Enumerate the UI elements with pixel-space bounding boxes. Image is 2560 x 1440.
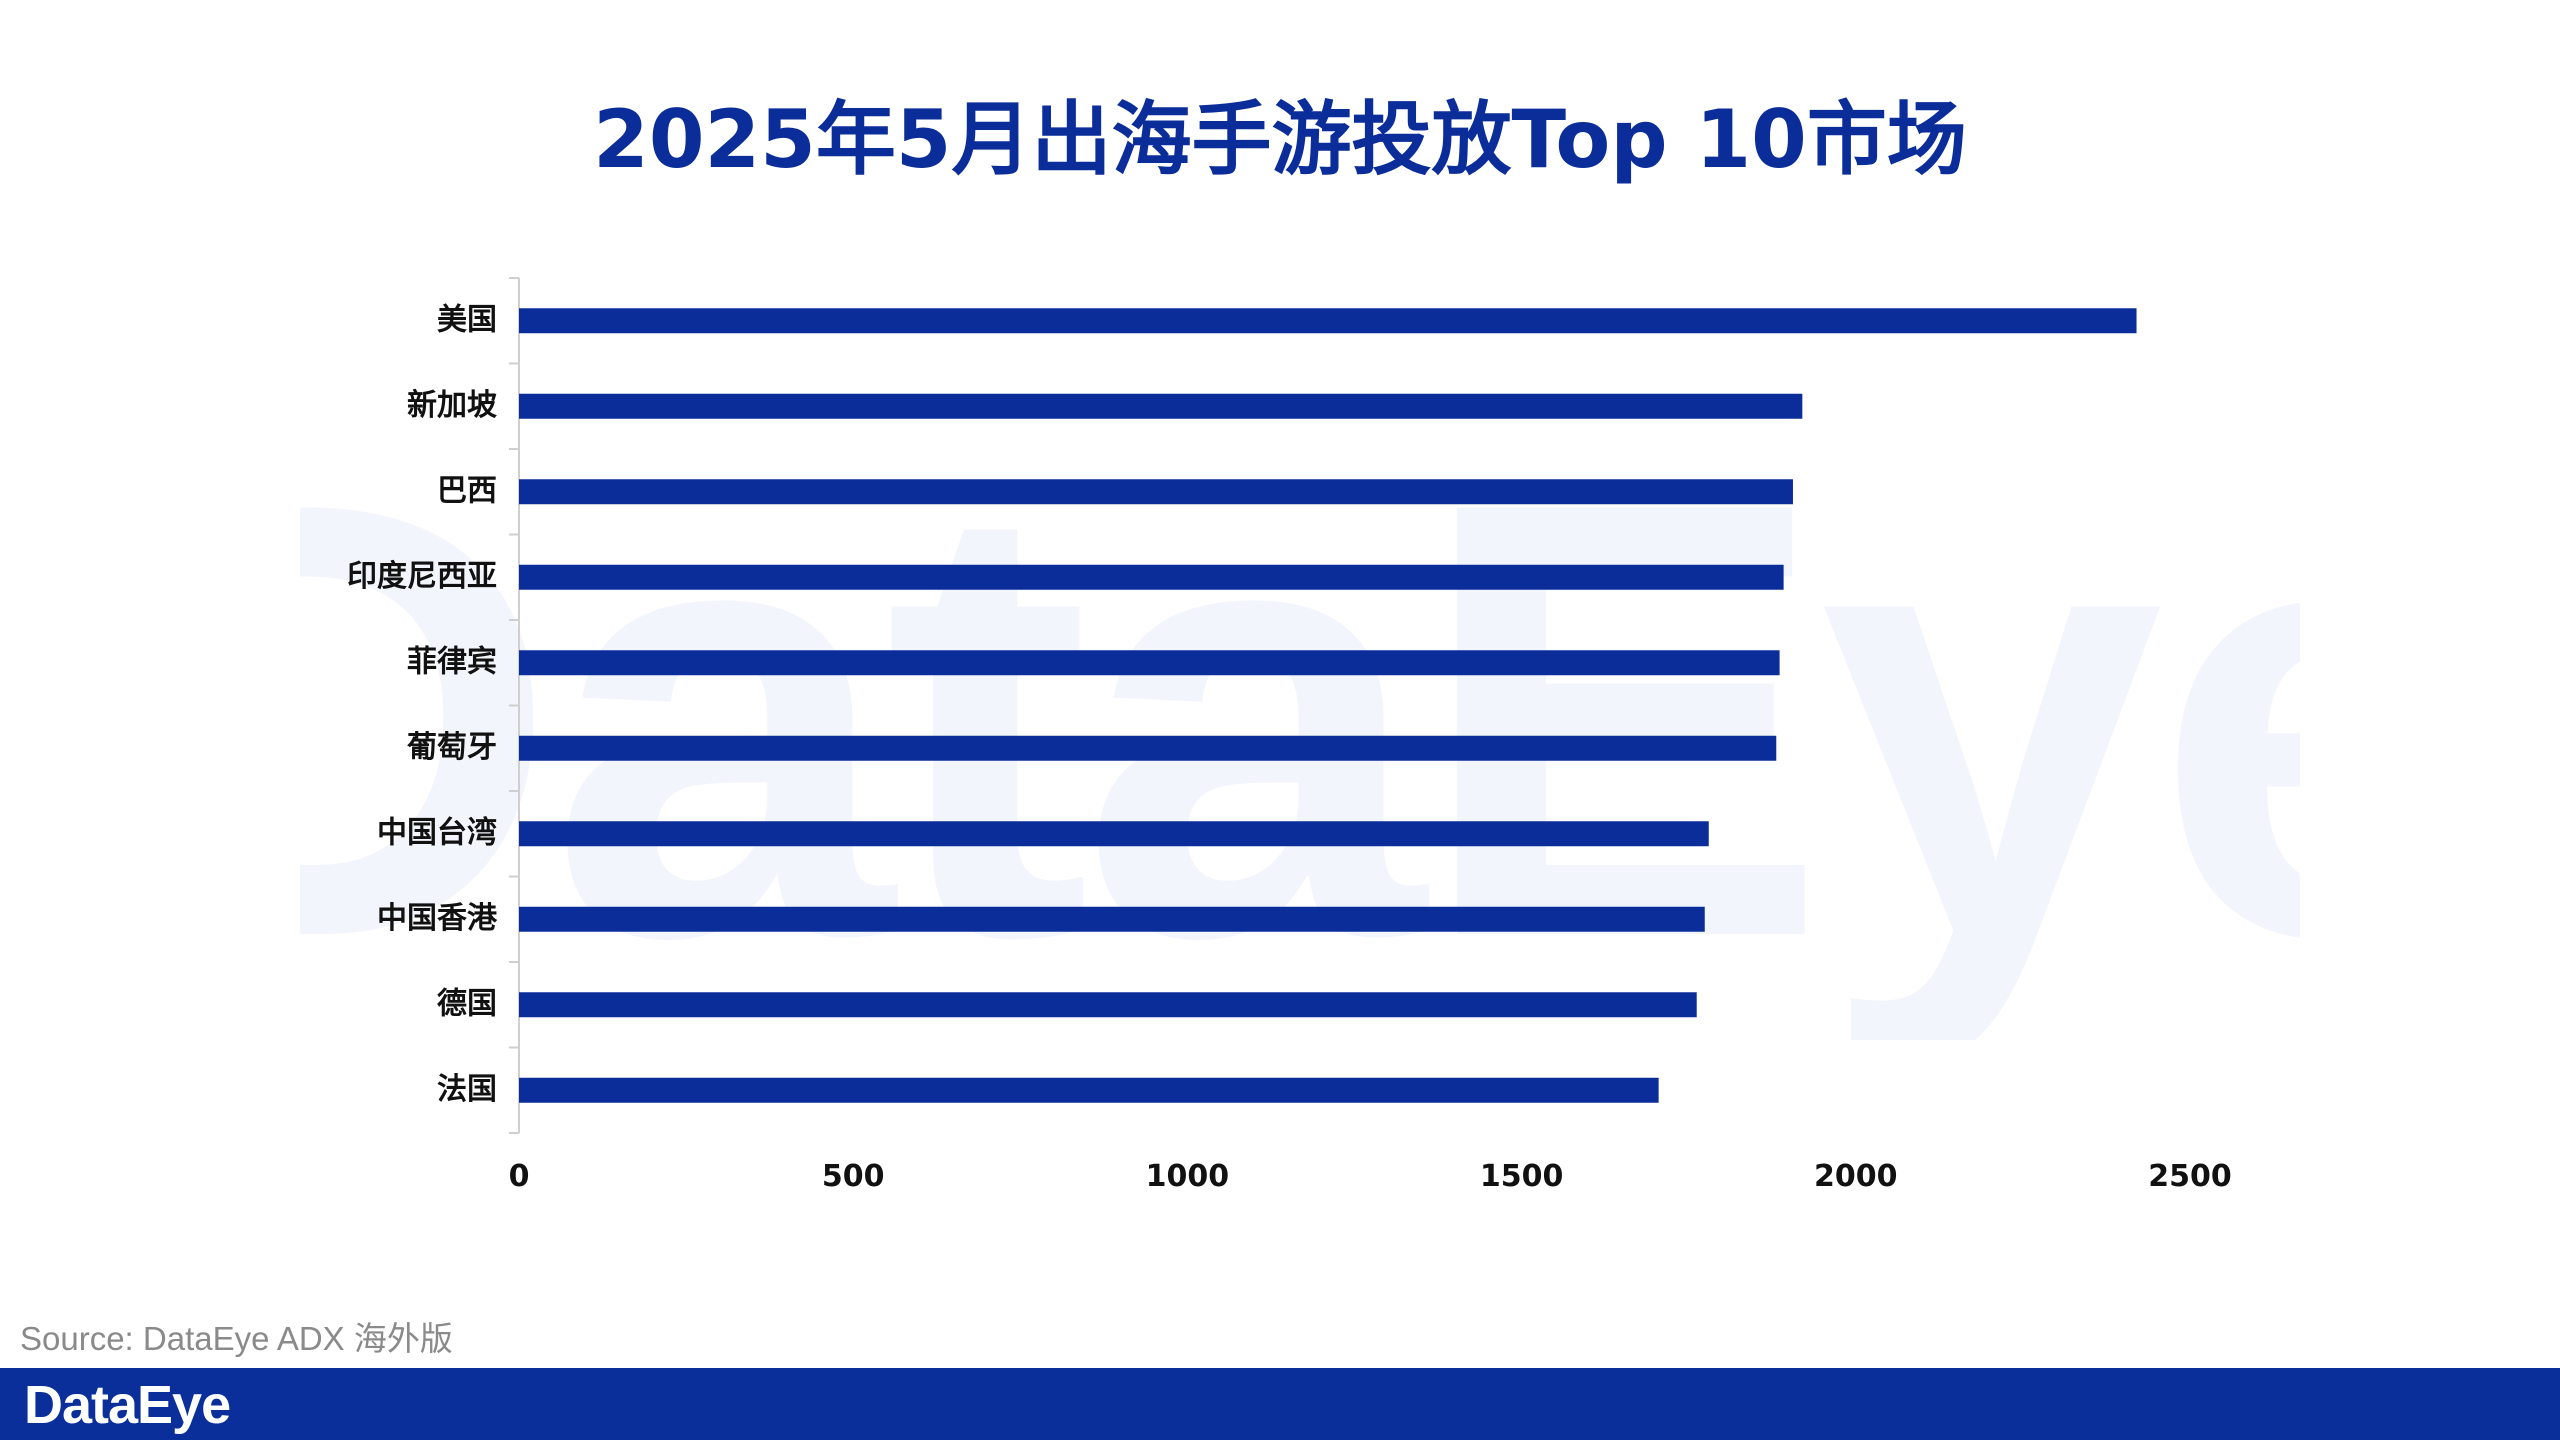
watermark-logo: DataEye (300, 400, 2300, 1040)
footer-bar: DataEye (0, 1368, 2560, 1440)
bar (519, 393, 1803, 419)
bar (519, 735, 1777, 761)
category-label: 菲律宾 (407, 644, 497, 679)
category-label: 新加坡 (407, 388, 497, 423)
x-tick-label: 1500 (1480, 1159, 1564, 1194)
bar (519, 1077, 1659, 1103)
bar (519, 821, 1709, 847)
category-label: 法国 (437, 1072, 497, 1107)
category-label: 印度尼西亚 (347, 559, 497, 594)
x-tick-label: 2000 (1814, 1159, 1898, 1194)
category-label: 德国 (437, 986, 497, 1021)
bar (519, 992, 1697, 1018)
chart-title: 2025年5月出海手游投放Top 10市场 (593, 93, 1967, 186)
bars (519, 308, 2137, 1103)
x-tick-label: 1000 (1146, 1159, 1230, 1194)
x-tick-label: 0 (509, 1159, 530, 1194)
category-label: 中国台湾 (377, 815, 497, 850)
y-axis (509, 277, 520, 1134)
bar (519, 650, 1780, 676)
bar (519, 906, 1705, 932)
category-label: 葡萄牙 (407, 730, 497, 765)
x-tick-label: 2500 (2148, 1159, 2232, 1194)
x-axis-ticks: 0 500 1000 1500 2000 2500 (509, 1159, 2232, 1194)
bar (519, 308, 2137, 334)
bar (519, 479, 1793, 505)
category-label: 美国 (437, 302, 497, 337)
dataeye-logo: DataEye (24, 1375, 231, 1435)
x-tick-label: 500 (822, 1159, 885, 1194)
bar (519, 564, 1784, 590)
category-label: 中国香港 (377, 901, 498, 936)
category-label: 巴西 (437, 473, 497, 508)
source-note: Source: DataEye ADX 海外版 (20, 1320, 453, 1357)
